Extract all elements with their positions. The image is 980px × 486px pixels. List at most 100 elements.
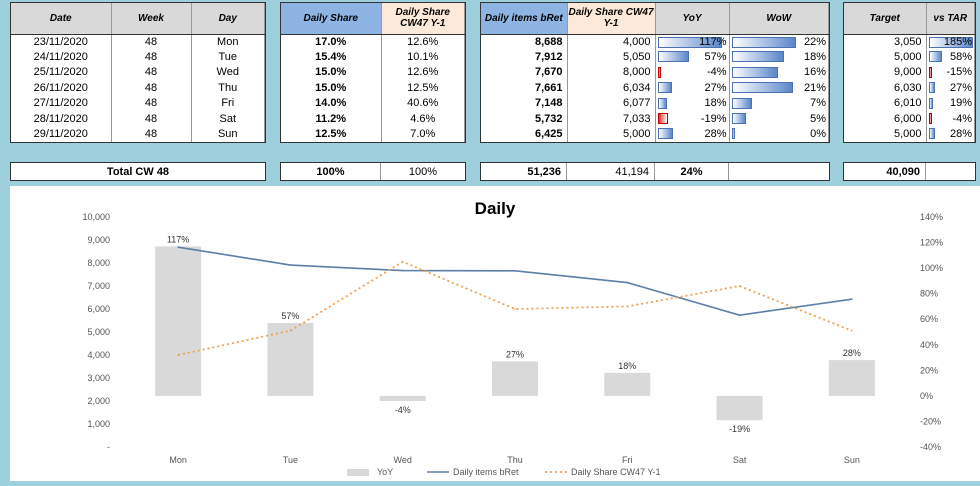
table-row: 17.0% 12.6%: [281, 34, 465, 50]
table-row: 15.0% 12.5%: [281, 80, 465, 96]
negative-data-bar: [928, 66, 933, 78]
daily-share-cell: 17.0%: [281, 34, 382, 50]
yoy-data-label: 117%: [167, 234, 189, 244]
bar-value: 5%: [810, 112, 826, 125]
daily-share-cell: 11.2%: [281, 110, 382, 127]
y-right-tick-label: 140%: [920, 212, 943, 222]
data-bar: [731, 66, 779, 78]
date-cell: 23/11/2020: [11, 34, 112, 50]
daily-items-cell: 6,425: [481, 126, 568, 142]
yoy-bar: [379, 395, 426, 401]
negative-data-bar: [657, 112, 668, 124]
daily-share-cell: 15.4%: [281, 49, 382, 65]
data-bar: [657, 36, 722, 48]
bar-value: 19%: [949, 97, 972, 110]
total-dates: Total CW 48: [10, 162, 266, 181]
target-cell: 5,000: [844, 49, 927, 65]
daily-items-y1-cell: 7,033: [567, 110, 656, 127]
total-target-value: 40,090: [844, 163, 926, 180]
daily-items-y1-cell: 5,050: [567, 49, 656, 65]
wow-cell: 5%: [729, 110, 829, 127]
table-row: 11.2% 4.6%: [281, 110, 465, 127]
x-tick-label: Sun: [844, 455, 860, 465]
total-items-value: 51,236: [481, 163, 567, 180]
daily-share-y1-cell: 4.6%: [381, 110, 465, 127]
daily-items-y1-cell: 4,000: [567, 34, 656, 50]
vs-tar-cell: -4%: [926, 110, 975, 127]
target-cell: 6,030: [844, 80, 927, 96]
daily-share-y1-point: [289, 329, 292, 332]
week-cell: 48: [111, 95, 192, 111]
daily-share-y1-cell: 40.6%: [381, 95, 465, 111]
data-bar: [731, 82, 793, 94]
yoy-bar: [828, 360, 875, 396]
week-cell: 48: [111, 110, 192, 127]
daily-share-y1-cell: 10.1%: [381, 49, 465, 65]
y-left-tick-label: 4,000: [87, 350, 110, 360]
y-right-tick-label: 120%: [920, 238, 943, 248]
header-wow: WoW: [729, 3, 829, 35]
data-bar: [928, 36, 973, 48]
daily-items-cell: 7,661: [481, 80, 568, 96]
wow-cell: 7%: [729, 95, 829, 111]
daily-items-point: [626, 281, 629, 284]
bar-value: 18%: [704, 97, 727, 110]
y-left-tick-label: 10,000: [82, 212, 110, 222]
x-tick-label: Thu: [507, 455, 523, 465]
table-row: 25/11/2020 48 Wed: [11, 64, 265, 81]
table-row: 5,000 58%: [844, 49, 975, 65]
week-cell: 48: [111, 80, 192, 96]
bar-value: 18%: [803, 51, 826, 64]
day-cell: Wed: [191, 64, 265, 81]
header-vs-tar: vs TAR: [926, 3, 975, 35]
header-target: Target: [844, 3, 927, 35]
vs-tar-cell: 58%: [926, 49, 975, 65]
y-right-tick-label: 0%: [920, 391, 933, 401]
bar-value: -4%: [706, 66, 727, 79]
y-left-tick-label: 6,000: [87, 304, 110, 314]
daily-share-y1-point: [177, 354, 179, 356]
x-tick-label: Tue: [283, 455, 298, 465]
daily-items-point: [514, 269, 516, 272]
data-bar: [657, 128, 673, 140]
wow-cell: 22%: [729, 34, 829, 50]
header-week: Week: [111, 3, 192, 35]
table-daily-share: Daily Share Daily Share CW47 Y-1 17.0% 12…: [280, 2, 466, 143]
bar-value: 117%: [699, 36, 727, 49]
bar-value: -4%: [952, 112, 972, 125]
daily-items-cell: 7,148: [481, 95, 568, 111]
total-wow-value: [729, 163, 829, 180]
daily-items-point: [401, 269, 404, 272]
daily-items-y1-cell: 6,034: [567, 80, 656, 96]
daily-share-y1-cell: 12.5%: [381, 80, 465, 96]
bar-value: 28%: [949, 128, 972, 141]
vs-tar-cell: 185%: [926, 34, 975, 50]
table-dates: Date Week Day 23/11/2020 48 Mon 24/11/2020 4…: [10, 2, 266, 143]
daily-items-y1-cell: 6,077: [567, 95, 656, 111]
y-left-tick-label: 5,000: [87, 327, 110, 337]
y-right-tick-label: 100%: [920, 263, 943, 273]
data-bar: [657, 97, 668, 109]
bar-value: 27%: [704, 81, 727, 94]
total-items: 51,236 41,194 24%: [480, 162, 830, 181]
bar-value: -19%: [700, 112, 727, 125]
header-daily-share: Daily Share: [281, 3, 382, 35]
yoy-cell: 27%: [655, 80, 730, 96]
table-row: 5,000 28%: [844, 126, 975, 142]
data-bar: [928, 82, 935, 94]
bar-value: 0%: [810, 128, 826, 141]
y-right-tick-label: 80%: [920, 289, 938, 299]
header-date: Date: [11, 3, 112, 35]
target-cell: 6,000: [844, 110, 927, 127]
negative-data-bar: [928, 112, 932, 124]
day-cell: Sat: [191, 110, 265, 127]
bar-value: 22%: [803, 36, 826, 49]
data-bar: [928, 51, 943, 63]
date-cell: 28/11/2020: [11, 110, 112, 127]
vs-tar-cell: 27%: [926, 80, 975, 96]
daily-share-y1-point: [514, 308, 516, 310]
y-right-tick-label: 20%: [920, 365, 938, 375]
legend-label-daily-items: Daily items bRet: [453, 467, 519, 477]
daily-items-cell: 7,912: [481, 49, 568, 65]
total-daily-share-y1-value: 100%: [408, 165, 438, 178]
